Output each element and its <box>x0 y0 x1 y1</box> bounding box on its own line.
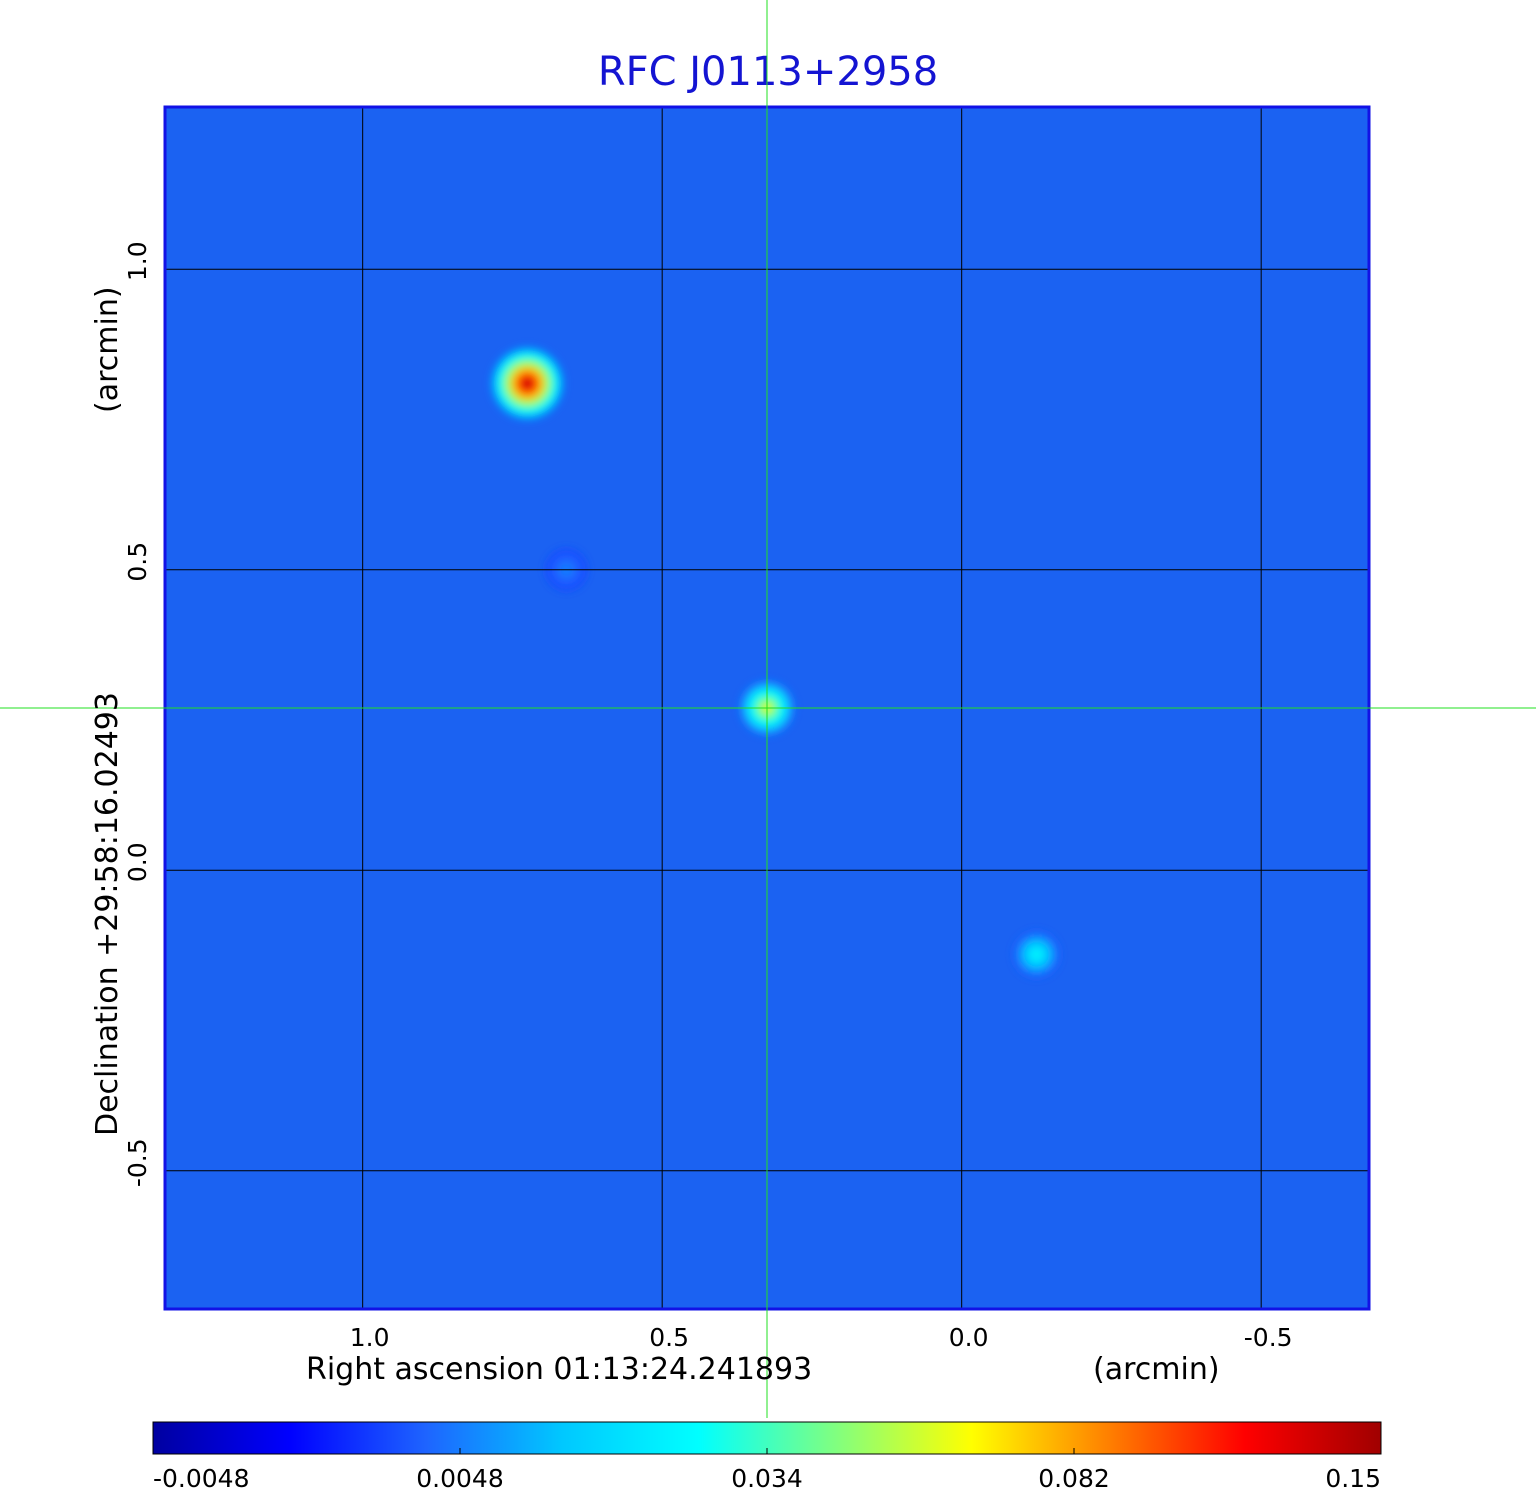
y-tick-label-1: 1.0 <box>123 241 152 281</box>
x-tick-label-4: -0.5 <box>1244 1323 1293 1352</box>
colorbar-tick-label-5: 0.15 <box>1325 1464 1381 1493</box>
source-3 <box>1011 929 1062 980</box>
y-tick-label-4: -0.5 <box>123 1138 152 1187</box>
colorbar-tick-label-3: 0.034 <box>731 1464 803 1493</box>
x-axis-label: Right ascension 01:13:24.241893 <box>306 1352 812 1387</box>
crosshair-layer <box>0 0 1536 1418</box>
y-axis-label: Declination +29:58:16.02493 <box>90 692 125 1136</box>
y-axis-unit: (arcmin) <box>90 286 125 413</box>
x-axis-unit: (arcmin) <box>1093 1352 1220 1387</box>
colorbar-tick-label-1: -0.0048 <box>153 1464 250 1493</box>
source-1 <box>487 343 568 424</box>
x-tick-label-2: 0.5 <box>649 1323 689 1352</box>
x-tick-label-1: 1.0 <box>350 1323 390 1352</box>
y-tick-label-2: 0.5 <box>123 542 152 582</box>
colorbar-tick-label-2: 0.0048 <box>416 1464 503 1493</box>
colorbar: -0.0048 0.0048 0.034 0.082 0.15 <box>152 1421 1382 1493</box>
ticks-layer: 1.0 0.5 0.0 -0.5 1.0 0.5 0.0 -0.5 <box>123 241 1293 1352</box>
y-tick-label-3: 0.0 <box>123 842 152 882</box>
x-tick-label-3: 0.0 <box>949 1323 989 1352</box>
chart-title: RFC J0113+2958 <box>597 49 939 95</box>
colorbar-tick-label-4: 0.082 <box>1038 1464 1110 1493</box>
